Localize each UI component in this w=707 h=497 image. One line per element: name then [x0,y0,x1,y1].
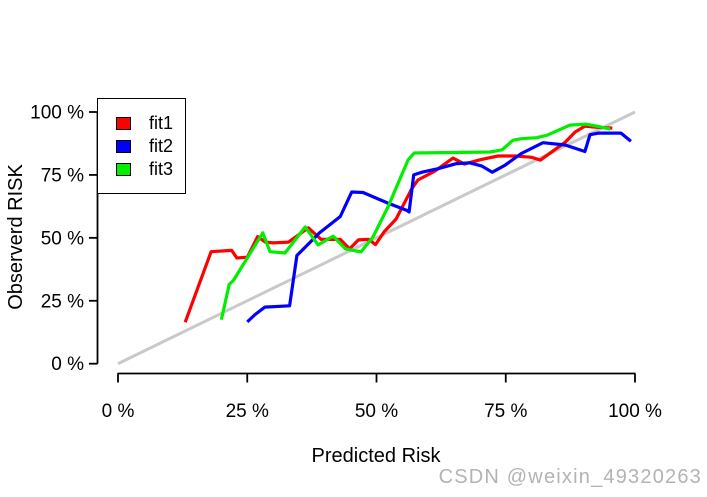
x-axis-ticks: 0 % 25 % 50 % 75 % 100 % [102,373,662,422]
y-tick-label: 25 % [41,291,84,312]
legend-label-fit1: fit1 [149,113,174,133]
legend-item-fit2: fit2 [116,136,185,156]
y-axis-title: Observerd RISK [5,164,27,310]
watermark-text: CSDN @weixin_49320263 [438,466,702,488]
x-tick-label: 0 % [102,401,135,422]
x-tick-label: 50 % [355,401,398,422]
legend: fit1 fit2 fit3 [97,98,186,194]
legend-label-fit2: fit2 [149,136,174,156]
y-tick-label: 75 % [41,165,84,186]
x-axis-title: Predicted Risk [312,445,442,467]
legend-item-fit1: fit1 [116,113,185,133]
series-line-fit1 [183,124,613,323]
series-line-fit3 [219,122,611,321]
y-tick-label: 100 % [30,103,84,124]
y-tick-label: 50 % [41,228,84,249]
y-axis-ticks: 0 % 25 % 50 % 75 % 100 % [30,103,98,375]
y-tick-label: 0 % [51,354,84,375]
legend-swatch-fit2 [116,139,131,153]
x-tick-label: 100 % [608,401,662,422]
legend-label-fit3: fit3 [149,159,174,179]
legend-swatch-fit1 [116,116,131,130]
series-line-fit2 [246,131,632,324]
x-tick-label: 75 % [484,401,527,422]
legend-swatch-fit3 [116,162,131,176]
series-lines [183,122,632,324]
x-tick-label: 25 % [226,401,269,422]
legend-item-fit3: fit3 [116,159,185,179]
